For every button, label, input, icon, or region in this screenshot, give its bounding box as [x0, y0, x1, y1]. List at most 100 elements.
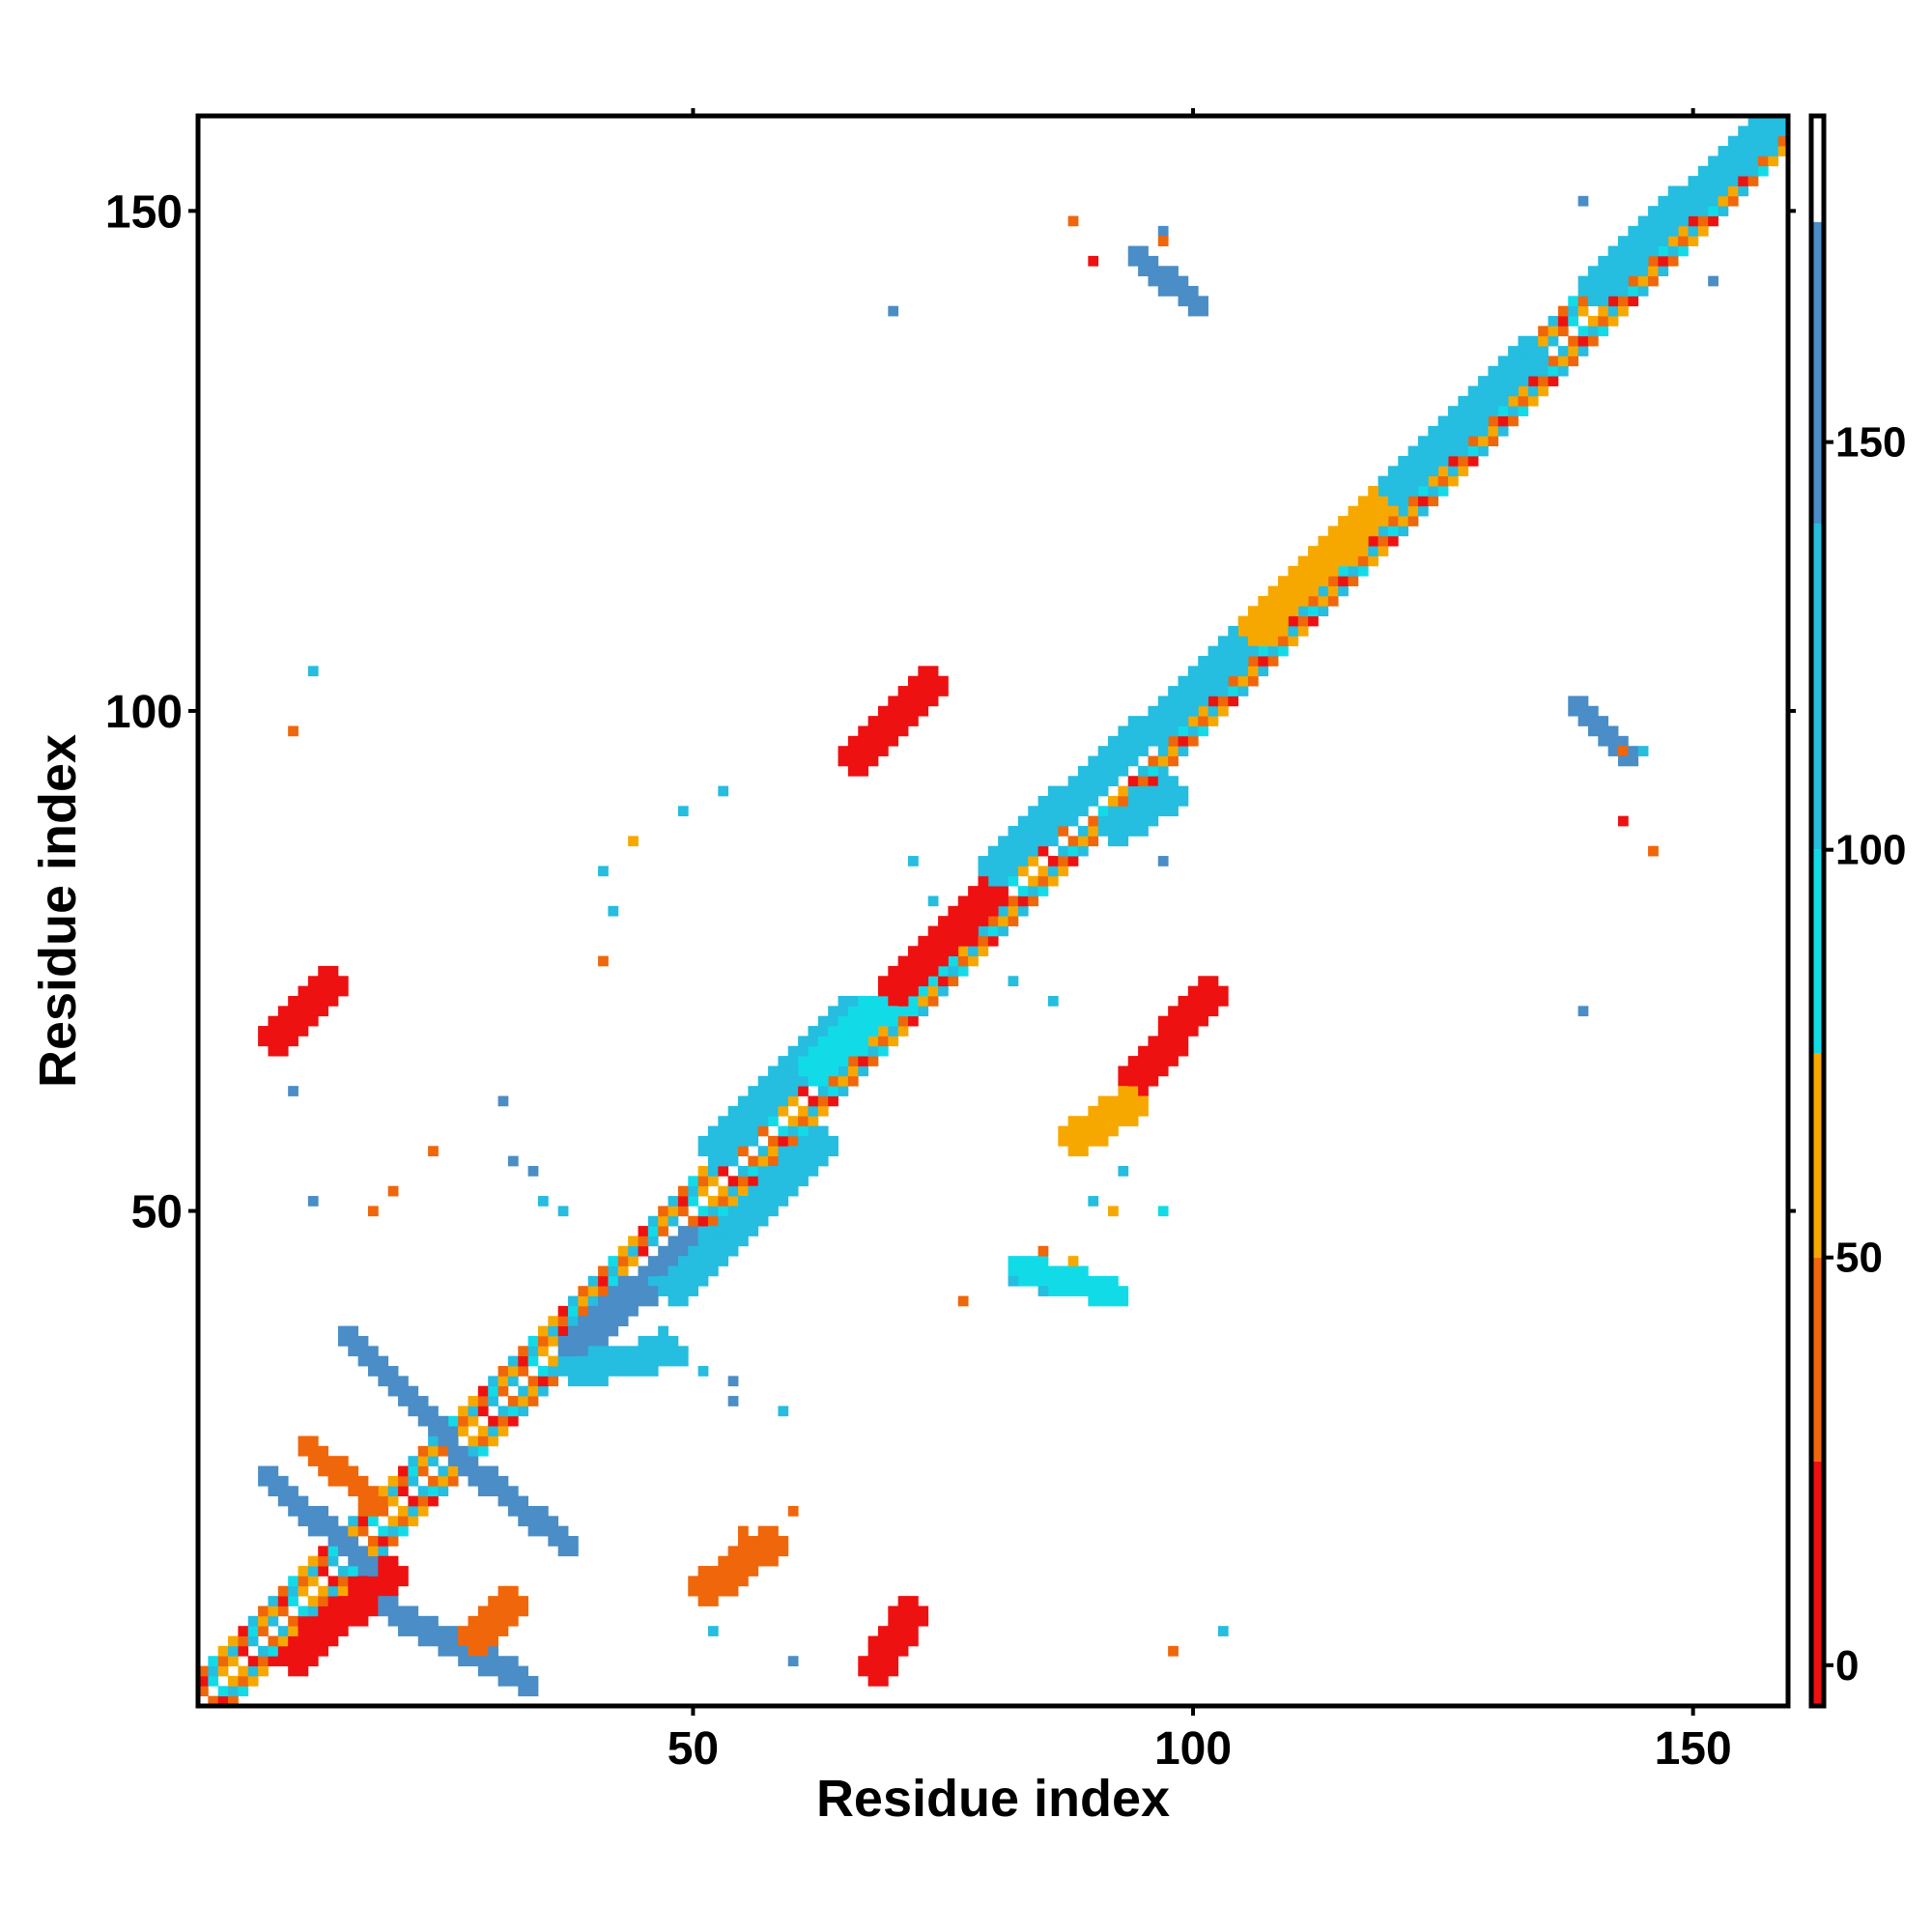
heatmap-cell — [447, 1475, 459, 1487]
heatmap-cell — [948, 925, 959, 937]
heatmap-cell — [1508, 385, 1519, 397]
heatmap-cell — [1407, 455, 1419, 467]
heatmap-cell — [1077, 1125, 1089, 1137]
heatmap-cell — [838, 995, 849, 1007]
heatmap-cell — [1577, 1006, 1589, 1017]
heatmap-cell — [1047, 1275, 1059, 1287]
heatmap-cell — [408, 1406, 419, 1417]
heatmap-cell — [1527, 346, 1539, 356]
heatmap-cell — [438, 1486, 449, 1496]
heatmap-cell — [288, 1645, 298, 1657]
heatmap-cell — [1168, 735, 1179, 747]
heatmap-cell — [1198, 675, 1208, 687]
heatmap-cell — [307, 976, 319, 987]
heatmap-cell — [718, 785, 729, 797]
heatmap-cell — [838, 1065, 849, 1077]
heatmap-cell — [1618, 746, 1629, 756]
heatmap-cell — [378, 1546, 389, 1557]
heatmap-cell — [677, 1196, 689, 1207]
heatmap-cell — [298, 1615, 309, 1627]
heatmap-cell — [1148, 705, 1159, 717]
heatmap-cell — [888, 1605, 899, 1617]
heatmap-cell — [1208, 696, 1219, 707]
heatmap-cell — [668, 1265, 679, 1277]
heatmap-cell — [1108, 765, 1119, 777]
heatmap-cell — [568, 1335, 579, 1347]
heatmap-cell — [298, 995, 309, 1007]
y-axis-title: Residue index — [29, 734, 87, 1088]
heatmap-cell — [1417, 455, 1429, 467]
heatmap-cell — [1478, 406, 1489, 416]
heatmap-cell — [768, 1135, 779, 1147]
heatmap-cell — [1208, 666, 1219, 677]
heatmap-cell — [318, 985, 328, 997]
heatmap-cell — [798, 1105, 809, 1117]
heatmap-cell — [428, 1426, 439, 1436]
heatmap-cell — [1148, 815, 1159, 827]
heatmap-cell — [1187, 985, 1199, 997]
heatmap-cell — [568, 1295, 579, 1307]
heatmap-cell — [1008, 1265, 1019, 1277]
heatmap-cell — [568, 1546, 579, 1557]
heatmap-cell — [417, 1626, 429, 1636]
heatmap-cell — [738, 1536, 749, 1547]
heatmap-cell — [1488, 365, 1499, 377]
heatmap-cell — [1278, 615, 1289, 627]
heatmap-cell — [847, 755, 859, 767]
heatmap-cell — [417, 1495, 429, 1507]
heatmap-cell — [1168, 716, 1179, 726]
heatmap-cell — [697, 1226, 709, 1236]
heatmap-cell — [877, 1635, 889, 1647]
heatmap-cell — [1097, 1275, 1109, 1287]
heatmap-cell — [968, 925, 979, 937]
heatmap-cell — [307, 1635, 319, 1647]
heatmap-cell — [697, 1245, 709, 1257]
heatmap-cell — [1697, 176, 1709, 186]
heatmap-cell — [1028, 1256, 1038, 1266]
heatmap-cell — [398, 1376, 409, 1387]
heatmap-cell — [518, 1366, 529, 1377]
heatmap-cell — [1178, 285, 1189, 297]
heatmap-cell — [1497, 395, 1509, 407]
heatmap-cell — [1148, 1056, 1159, 1066]
heatmap-cell — [927, 675, 939, 687]
heatmap-cell — [367, 1516, 379, 1527]
heatmap-cell — [1067, 806, 1079, 817]
heatmap-cell — [628, 1286, 639, 1296]
heatmap-cell — [507, 1376, 519, 1387]
heatmap-cell — [668, 1355, 679, 1367]
heatmap-cell — [817, 1146, 829, 1157]
heatmap-cell — [488, 1415, 498, 1427]
heatmap-cell — [507, 1366, 519, 1377]
heatmap-cell — [718, 1155, 729, 1167]
heatmap-cell — [798, 1045, 809, 1057]
heatmap-cell — [927, 895, 939, 907]
heatmap-cell — [1047, 815, 1059, 827]
heatmap-cell — [757, 1525, 769, 1537]
heatmap-cell — [628, 1305, 639, 1317]
heatmap-cell — [337, 1626, 349, 1636]
heatmap-cell — [1058, 826, 1069, 837]
heatmap-cell — [897, 1006, 909, 1017]
heatmap-cell — [867, 1056, 879, 1066]
heatmap-cell — [268, 1475, 279, 1487]
heatmap-cell — [318, 1516, 328, 1527]
heatmap-cell — [447, 1445, 459, 1457]
heatmap-cell — [277, 1015, 289, 1027]
heatmap-cell — [948, 965, 959, 977]
y-tick-label: 50 — [131, 1187, 183, 1238]
heatmap-cell — [217, 1665, 229, 1677]
heatmap-cell — [738, 1215, 749, 1227]
heatmap-cell — [1187, 735, 1199, 747]
heatmap-cell — [497, 1656, 509, 1666]
heatmap-cell — [1688, 185, 1699, 197]
heatmap-cell — [378, 1486, 389, 1496]
heatmap-cell — [1297, 595, 1309, 607]
heatmap-cell — [318, 1456, 328, 1466]
heatmap-cell — [1168, 776, 1179, 786]
heatmap-cell — [968, 895, 979, 907]
heatmap-cell — [1297, 615, 1309, 627]
heatmap-cell — [1198, 305, 1208, 317]
heatmap-cell — [337, 976, 349, 987]
heatmap-cell — [497, 1426, 509, 1436]
